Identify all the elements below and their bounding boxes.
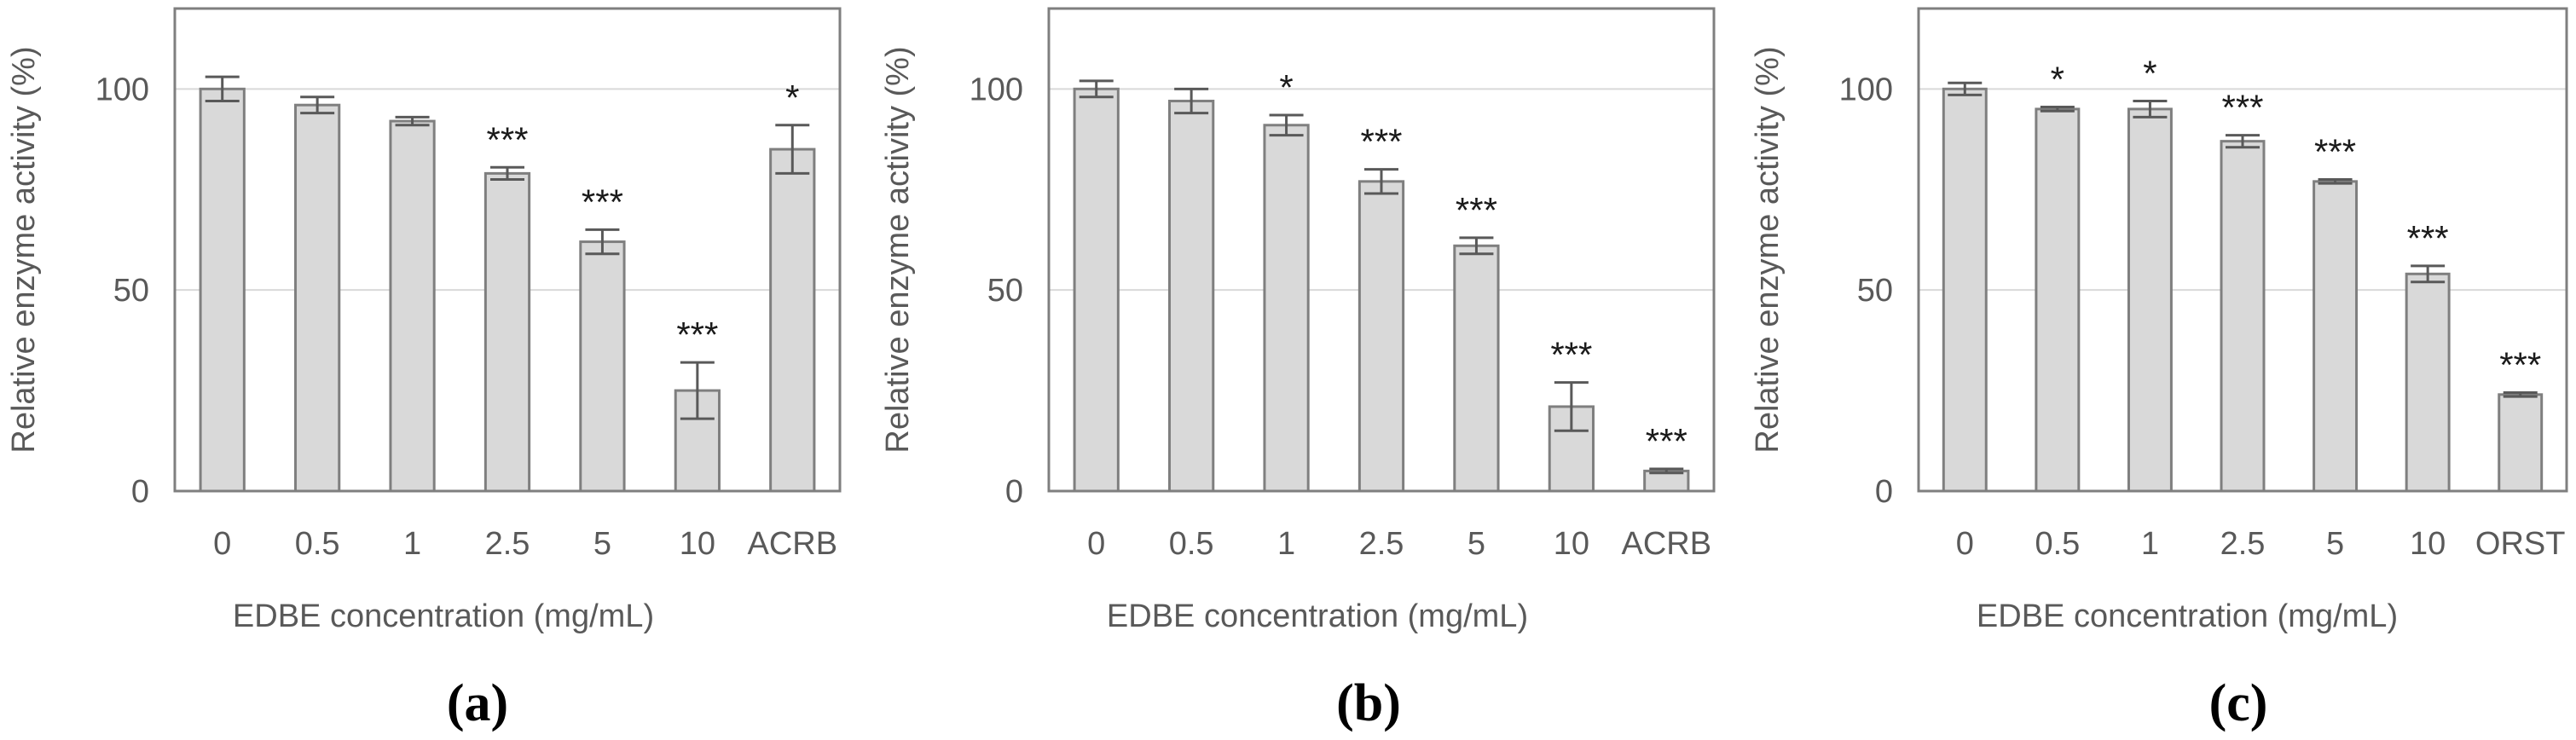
x-tick-label: 10: [2410, 526, 2446, 562]
x-tick-label: 2.5: [2220, 526, 2266, 562]
plot-frame: [173, 7, 842, 493]
bar-2.5: [1357, 180, 1405, 493]
y-axis-title: Relative enzyme activity (%): [6, 46, 42, 453]
y-tick-label: 50: [113, 273, 149, 309]
bar-5: [1453, 244, 1500, 493]
bar-1: [389, 119, 436, 493]
x-tick-label: 5: [2326, 526, 2344, 562]
x-tick-label: 0.5: [2035, 526, 2080, 562]
bar-ORST: [2498, 393, 2544, 493]
x-tick-label: ORST: [2475, 526, 2566, 562]
significance-marker: ***: [676, 315, 718, 355]
significance-marker: ***: [486, 119, 528, 159]
y-axis-title: Relative enzyme activity (%): [880, 46, 916, 453]
panel-a: 0 50 100 Relative enzyme activity (%) 0 0.5 1 *…: [6, 7, 842, 732]
bar-0.5: [2035, 107, 2081, 493]
y-tick-label: 0: [1875, 474, 1893, 510]
x-tick-label: 10: [1554, 526, 1589, 562]
bar-5: [579, 240, 626, 493]
x-tick-label: 2.5: [1359, 526, 1404, 562]
x-tick-label: 1: [1277, 526, 1295, 562]
y-tick-label: 100: [970, 72, 1023, 107]
y-axis-title: Relative enzyme activity (%): [1750, 46, 1786, 453]
y-tick-label: 100: [1839, 72, 1893, 107]
y-tick-label: 0: [131, 474, 149, 510]
significance-marker: ***: [1550, 335, 1592, 375]
bar-0: [1942, 87, 1988, 493]
panel-b: 0 50 100 Relative enzyme activity (%) 0 0.5 * 1…: [880, 7, 1716, 732]
x-tick-label: 1: [2141, 526, 2159, 562]
y-tick-label: 50: [987, 273, 1023, 309]
bar-ACRB: [769, 147, 816, 493]
significance-marker: *: [2143, 53, 2156, 93]
x-tick-label: 0: [1087, 526, 1105, 562]
bar-1: [2127, 107, 2173, 493]
bar-0: [1073, 87, 1120, 493]
significance-marker: ***: [1360, 122, 1402, 162]
significance-marker: ***: [2407, 218, 2449, 258]
x-tick-label: 0.5: [295, 526, 340, 562]
x-tick-label: 0: [1956, 526, 1974, 562]
x-tick-label: 10: [680, 526, 715, 562]
panel-label: (c): [2209, 674, 2268, 732]
significance-marker: ***: [1456, 190, 1497, 230]
y-tick-label: 0: [1005, 474, 1023, 510]
significance-marker: *: [2051, 60, 2064, 100]
bar-1: [1263, 124, 1310, 493]
x-tick-label: 2.5: [485, 526, 530, 562]
x-tick-label: ACRB: [747, 526, 837, 562]
significance-marker: ***: [2221, 88, 2263, 128]
y-tick-label: 50: [1857, 273, 1893, 309]
plot-frame: [1917, 7, 2568, 493]
bar-0: [199, 87, 246, 493]
panel-c: 0 50 100 Relative enzyme activity (%) 0 * 0.5 *…: [1750, 7, 2568, 732]
significance-marker: ***: [2314, 131, 2356, 171]
significance-marker: ***: [2499, 344, 2541, 384]
significance-marker: *: [1279, 67, 1293, 107]
y-tick-label: 100: [96, 72, 149, 107]
significance-marker: ***: [582, 182, 623, 222]
bar-2.5: [2220, 140, 2266, 493]
bar-2.5: [483, 171, 531, 493]
bar-10: [2405, 272, 2451, 493]
significance-marker: *: [785, 78, 799, 118]
x-tick-label: ACRB: [1621, 526, 1711, 562]
x-axis-title: EDBE concentration (mg/mL): [1977, 598, 2398, 634]
x-tick-label: 5: [593, 526, 611, 562]
x-tick-label: 0: [213, 526, 231, 562]
x-tick-label: 1: [403, 526, 421, 562]
panel-label: (a): [447, 674, 508, 732]
bar-0.5: [294, 103, 341, 493]
x-axis-title: EDBE concentration (mg/mL): [233, 598, 654, 634]
x-axis-title: EDBE concentration (mg/mL): [1107, 598, 1528, 634]
x-tick-label: 5: [1467, 526, 1485, 562]
panel-label: (b): [1336, 674, 1401, 732]
bar-5: [2313, 180, 2359, 493]
bar-0.5: [1168, 99, 1215, 493]
significance-marker: ***: [1646, 421, 1687, 461]
plot-frame: [1047, 7, 1716, 493]
x-tick-label: 0.5: [1169, 526, 1214, 562]
